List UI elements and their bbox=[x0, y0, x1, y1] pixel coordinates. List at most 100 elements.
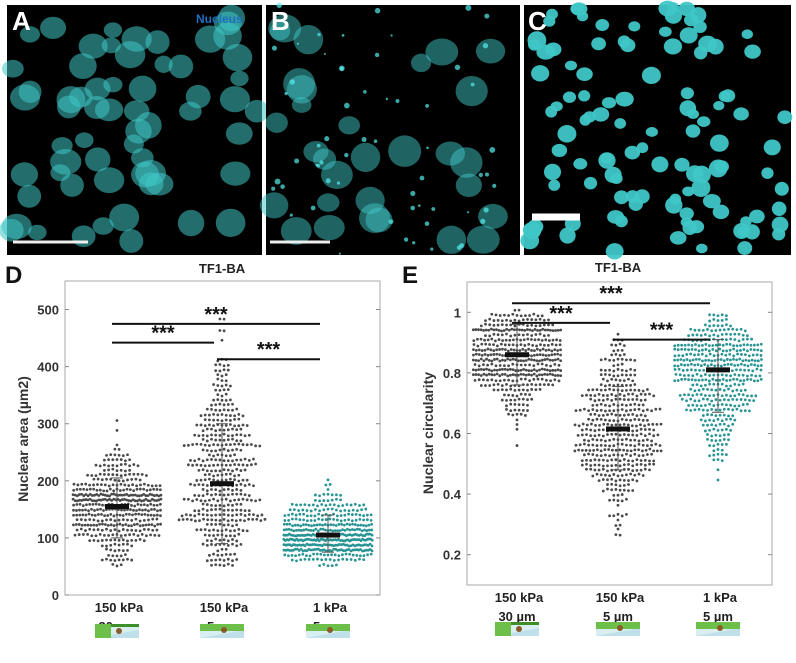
data-point bbox=[625, 437, 628, 441]
data-point bbox=[743, 363, 747, 367]
data-point bbox=[177, 518, 181, 522]
data-point bbox=[685, 399, 688, 403]
data-point bbox=[78, 493, 81, 496]
data-point bbox=[699, 364, 703, 368]
nucleus bbox=[713, 100, 725, 111]
nucleus bbox=[50, 164, 71, 182]
data-point bbox=[716, 448, 720, 451]
data-point bbox=[479, 367, 483, 371]
data-point bbox=[597, 414, 601, 417]
data-point bbox=[214, 363, 218, 367]
data-point bbox=[220, 547, 224, 551]
data-point bbox=[115, 419, 119, 422]
data-point bbox=[98, 532, 102, 536]
data-point bbox=[556, 368, 560, 372]
nucleus bbox=[651, 156, 669, 173]
data-point bbox=[542, 334, 546, 338]
data-point bbox=[492, 343, 495, 347]
nucleus bbox=[135, 112, 162, 139]
data-point bbox=[229, 419, 232, 422]
data-point bbox=[326, 553, 330, 557]
nucleus bbox=[92, 217, 114, 235]
nucleus bbox=[280, 217, 312, 245]
data-point bbox=[218, 558, 222, 562]
data-point bbox=[656, 433, 660, 437]
data-point bbox=[287, 513, 291, 517]
debris bbox=[470, 82, 475, 87]
data-point bbox=[235, 467, 239, 471]
data-point bbox=[231, 427, 234, 431]
data-point bbox=[532, 368, 536, 371]
data-point bbox=[155, 513, 159, 517]
data-point bbox=[313, 514, 317, 518]
data-point bbox=[620, 389, 624, 392]
data-point bbox=[643, 428, 647, 431]
data-point bbox=[477, 378, 481, 382]
data-point bbox=[589, 428, 593, 432]
data-point bbox=[547, 383, 550, 386]
data-point bbox=[612, 498, 616, 502]
debris bbox=[280, 184, 285, 189]
data-point bbox=[243, 484, 247, 487]
debris bbox=[316, 163, 321, 168]
data-point bbox=[538, 324, 542, 327]
data-point bbox=[494, 313, 498, 317]
data-point bbox=[138, 498, 141, 502]
data-point bbox=[142, 499, 146, 502]
data-point bbox=[532, 358, 536, 362]
debris bbox=[456, 245, 462, 250]
data-point bbox=[348, 552, 351, 556]
data-point bbox=[198, 519, 201, 523]
data-point bbox=[109, 558, 113, 562]
data-point bbox=[72, 503, 76, 507]
data-point bbox=[99, 507, 102, 511]
data-point bbox=[714, 343, 718, 347]
nucleus bbox=[744, 44, 761, 59]
data-point bbox=[652, 434, 656, 438]
data-point bbox=[107, 553, 110, 557]
data-point bbox=[746, 364, 750, 368]
data-point bbox=[102, 489, 106, 493]
data-point bbox=[482, 329, 485, 332]
data-point bbox=[103, 497, 107, 501]
data-point bbox=[226, 487, 230, 491]
data-point bbox=[75, 518, 79, 522]
data-point bbox=[720, 313, 724, 317]
data-point bbox=[606, 464, 609, 468]
data-point bbox=[153, 507, 156, 511]
data-point bbox=[84, 518, 87, 522]
data-point bbox=[82, 494, 86, 498]
data-point bbox=[229, 443, 232, 447]
data-point bbox=[610, 393, 614, 396]
data-point bbox=[153, 533, 157, 537]
data-point bbox=[252, 484, 255, 488]
data-point bbox=[746, 374, 749, 378]
data-point bbox=[353, 502, 357, 506]
y-tick-label: 0.4 bbox=[443, 487, 462, 502]
data-point bbox=[155, 528, 159, 532]
data-point bbox=[94, 474, 98, 478]
data-point bbox=[231, 492, 234, 496]
data-point bbox=[706, 423, 709, 427]
data-point bbox=[159, 522, 162, 526]
data-point bbox=[203, 424, 207, 428]
data-point bbox=[364, 524, 368, 528]
data-point bbox=[580, 394, 584, 398]
data-point bbox=[706, 387, 709, 391]
data-point bbox=[224, 443, 228, 447]
data-point bbox=[608, 404, 611, 408]
data-point bbox=[113, 447, 117, 451]
nucleus bbox=[225, 122, 253, 145]
data-point bbox=[100, 558, 104, 562]
data-point bbox=[704, 348, 708, 351]
data-point bbox=[335, 508, 338, 512]
data-point bbox=[635, 468, 639, 472]
data-point bbox=[507, 343, 511, 347]
data-point bbox=[103, 493, 107, 497]
data-point bbox=[678, 394, 682, 397]
data-point bbox=[581, 422, 585, 426]
nucleus bbox=[103, 22, 123, 38]
data-point bbox=[205, 509, 209, 512]
data-point bbox=[495, 368, 499, 372]
data-point bbox=[208, 413, 211, 417]
